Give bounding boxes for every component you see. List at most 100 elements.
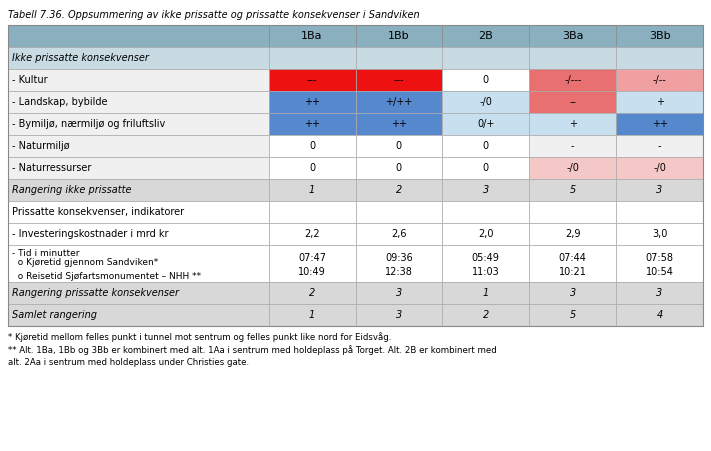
Text: 2: 2: [483, 310, 489, 320]
Text: 2,0: 2,0: [478, 229, 493, 239]
Text: - Naturmiljø: - Naturmiljø: [12, 141, 70, 151]
Bar: [269, 69, 356, 91]
Bar: [269, 157, 356, 179]
Text: -/--: -/--: [653, 75, 666, 85]
Bar: [529, 91, 616, 113]
Bar: [442, 25, 529, 47]
Text: 5: 5: [570, 185, 576, 195]
Bar: [8, 25, 269, 47]
Text: 0: 0: [309, 141, 315, 151]
Bar: [269, 25, 356, 47]
Bar: [616, 223, 703, 245]
Text: 1: 1: [309, 185, 315, 195]
Bar: [616, 157, 703, 179]
Bar: [616, 282, 703, 304]
Bar: [356, 47, 442, 69]
Text: Tabell 7.36. Oppsummering av ikke prissatte og prissatte konsekvenser i Sandvike: Tabell 7.36. Oppsummering av ikke prissa…: [8, 10, 419, 20]
Text: 07:58: 07:58: [646, 253, 673, 263]
Text: 3: 3: [396, 288, 402, 298]
Text: Rangering ikke prissatte: Rangering ikke prissatte: [12, 185, 132, 195]
Bar: [8, 135, 269, 157]
Text: 3Ba: 3Ba: [562, 31, 584, 41]
Text: 11:03: 11:03: [472, 267, 500, 276]
Text: - Bymiljø, nærmiljø og friluftsliv: - Bymiljø, nærmiljø og friluftsliv: [12, 119, 165, 129]
Bar: [529, 282, 616, 304]
Text: 3: 3: [570, 288, 576, 298]
Bar: [8, 91, 269, 113]
Bar: [616, 69, 703, 91]
Text: 2,2: 2,2: [304, 229, 320, 239]
Text: 4: 4: [656, 310, 663, 320]
Bar: [616, 135, 703, 157]
Text: Prissatte konsekvenser, indikatorer: Prissatte konsekvenser, indikatorer: [12, 207, 184, 217]
Bar: [442, 223, 529, 245]
Bar: [8, 25, 703, 326]
Bar: [8, 282, 269, 304]
Bar: [356, 179, 442, 201]
Bar: [616, 179, 703, 201]
Bar: [8, 69, 269, 91]
Text: 1: 1: [483, 288, 489, 298]
Bar: [356, 223, 442, 245]
Text: ++: ++: [391, 119, 407, 129]
Bar: [8, 113, 269, 135]
Bar: [442, 245, 529, 282]
Text: 3: 3: [656, 288, 663, 298]
Bar: [529, 223, 616, 245]
Bar: [356, 135, 442, 157]
Bar: [616, 47, 703, 69]
Text: - Naturressurser: - Naturressurser: [12, 163, 92, 173]
Bar: [616, 113, 703, 135]
Text: 2,9: 2,9: [565, 229, 580, 239]
Text: 1Ba: 1Ba: [301, 31, 323, 41]
Text: alt. 2Aa i sentrum med holdeplass under Christies gate.: alt. 2Aa i sentrum med holdeplass under …: [8, 358, 249, 367]
Text: 0: 0: [483, 75, 489, 85]
Bar: [529, 179, 616, 201]
Bar: [356, 25, 442, 47]
Bar: [442, 157, 529, 179]
Bar: [356, 91, 442, 113]
Bar: [8, 201, 269, 223]
Bar: [8, 304, 269, 326]
Text: * Kjøretid mellom felles punkt i tunnel mot sentrum og felles punkt like nord fo: * Kjøretid mellom felles punkt i tunnel …: [8, 332, 391, 342]
Text: +: +: [656, 97, 663, 107]
Bar: [442, 91, 529, 113]
Bar: [529, 25, 616, 47]
Text: 0: 0: [483, 163, 489, 173]
Text: -/0: -/0: [479, 97, 492, 107]
Bar: [529, 201, 616, 223]
Bar: [269, 201, 356, 223]
Text: 3: 3: [483, 185, 489, 195]
Bar: [269, 245, 356, 282]
Text: o Reisetid Sjøfartsmonumentet – NHH **: o Reisetid Sjøfartsmonumentet – NHH **: [12, 272, 201, 281]
Bar: [8, 47, 269, 69]
Text: 12:38: 12:38: [385, 267, 413, 276]
Text: ++: ++: [651, 119, 668, 129]
Text: 2: 2: [309, 288, 315, 298]
Bar: [356, 157, 442, 179]
Text: Samlet rangering: Samlet rangering: [12, 310, 97, 320]
Bar: [269, 113, 356, 135]
Text: 1: 1: [309, 310, 315, 320]
Text: 5: 5: [570, 310, 576, 320]
Text: 0: 0: [396, 163, 402, 173]
Bar: [8, 157, 269, 179]
Bar: [356, 69, 442, 91]
Bar: [8, 223, 269, 245]
Bar: [269, 179, 356, 201]
Text: - Kultur: - Kultur: [12, 75, 48, 85]
Bar: [529, 135, 616, 157]
Bar: [356, 304, 442, 326]
Text: 0: 0: [396, 141, 402, 151]
Text: ++: ++: [304, 97, 320, 107]
Bar: [442, 179, 529, 201]
Text: Ikke prissatte konsekvenser: Ikke prissatte konsekvenser: [12, 53, 149, 63]
Bar: [616, 25, 703, 47]
Bar: [356, 245, 442, 282]
Text: 2B: 2B: [479, 31, 493, 41]
Text: 10:54: 10:54: [646, 267, 673, 276]
Bar: [356, 282, 442, 304]
Text: ** Alt. 1Ba, 1Bb og 3Bb er kombinert med alt. 1Aa i sentrum med holdeplass på To: ** Alt. 1Ba, 1Bb og 3Bb er kombinert med…: [8, 345, 497, 355]
Text: - Investeringskostnader i mrd kr: - Investeringskostnader i mrd kr: [12, 229, 169, 239]
Bar: [442, 47, 529, 69]
